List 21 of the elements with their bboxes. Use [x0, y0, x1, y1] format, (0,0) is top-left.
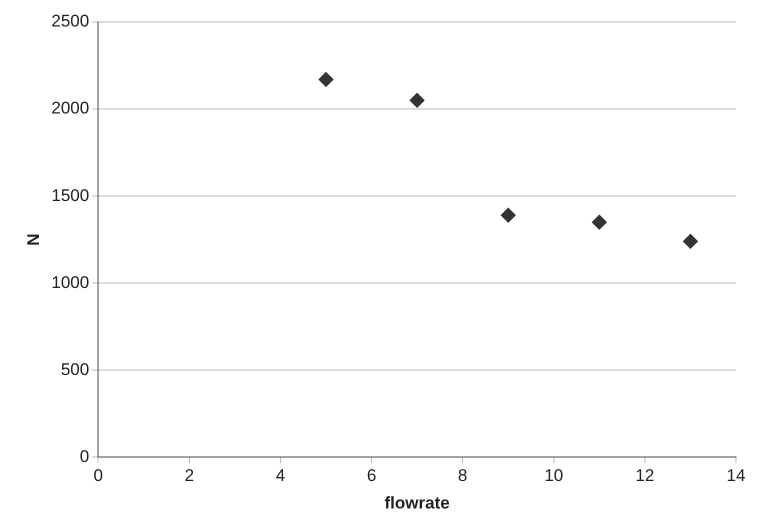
x-tick-label: 6	[366, 466, 376, 486]
x-tick-label: 10	[544, 466, 564, 486]
point	[682, 234, 698, 249]
y-tick-label: 0	[80, 446, 90, 466]
y-axis-title: N	[24, 233, 43, 246]
y-tick-label: 1000	[51, 272, 90, 292]
y-tick-label: 2500	[51, 12, 90, 31]
x-tick-label: 4	[276, 466, 286, 486]
y-tick-label: 2000	[51, 98, 90, 118]
y-tick-label: 500	[60, 360, 90, 379]
point	[318, 72, 334, 87]
x-tick-label: 14	[726, 466, 746, 486]
x-axis-title: flowrate	[384, 493, 450, 512]
point	[500, 208, 516, 223]
y-tick-label: 1500	[51, 186, 90, 205]
point	[592, 214, 607, 230]
x-tick-label: 2	[184, 466, 194, 486]
x-tick-label: 0	[93, 466, 103, 486]
x-tick-label: 12	[635, 466, 654, 486]
point	[410, 92, 425, 108]
x-tick-label: 8	[458, 466, 468, 486]
